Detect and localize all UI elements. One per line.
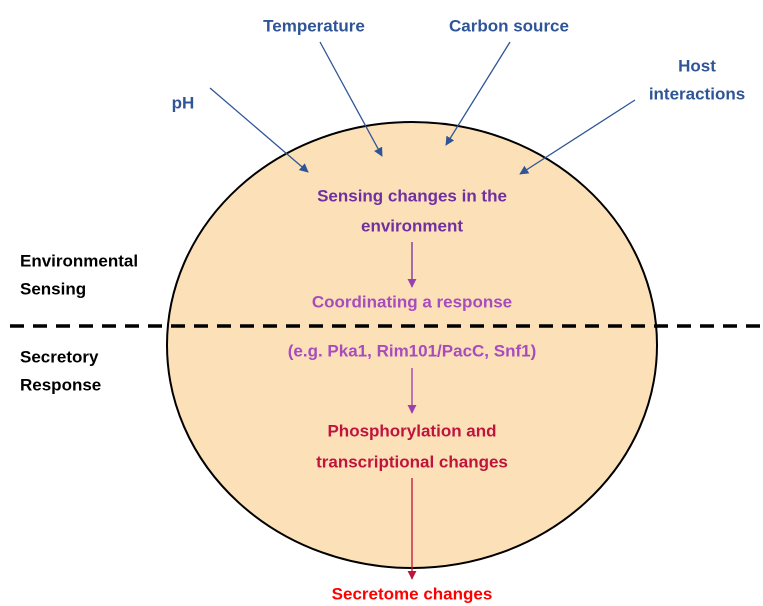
arrow [445, 41, 511, 146]
step-label: Sensing changes in the [317, 186, 507, 205]
input-label: Host [678, 56, 716, 75]
input-arrows [209, 41, 636, 175]
arrow [319, 41, 383, 157]
input-label: Carbon source [449, 16, 569, 35]
input-label: interactions [649, 84, 745, 103]
input-label: pH [172, 93, 195, 112]
step-label: Coordinating a response [312, 292, 512, 311]
section-label: Sensing [20, 279, 86, 298]
arrow [519, 99, 636, 175]
step-label: transcriptional changes [316, 452, 508, 471]
section-label: Response [20, 375, 101, 394]
input-label: Temperature [263, 16, 365, 35]
labels: pH Temperature Carbon source Host interactio… [20, 16, 745, 603]
section-label: Secretory [20, 347, 99, 366]
step-label: (e.g. Pka1, Rim101/PacC, Snf1) [288, 341, 537, 360]
step-label: environment [361, 216, 463, 235]
step-label: Phosphorylation and [327, 421, 496, 440]
arrow [209, 87, 309, 173]
section-label: Environmental [20, 251, 138, 270]
step-label: Secretome changes [332, 584, 493, 603]
